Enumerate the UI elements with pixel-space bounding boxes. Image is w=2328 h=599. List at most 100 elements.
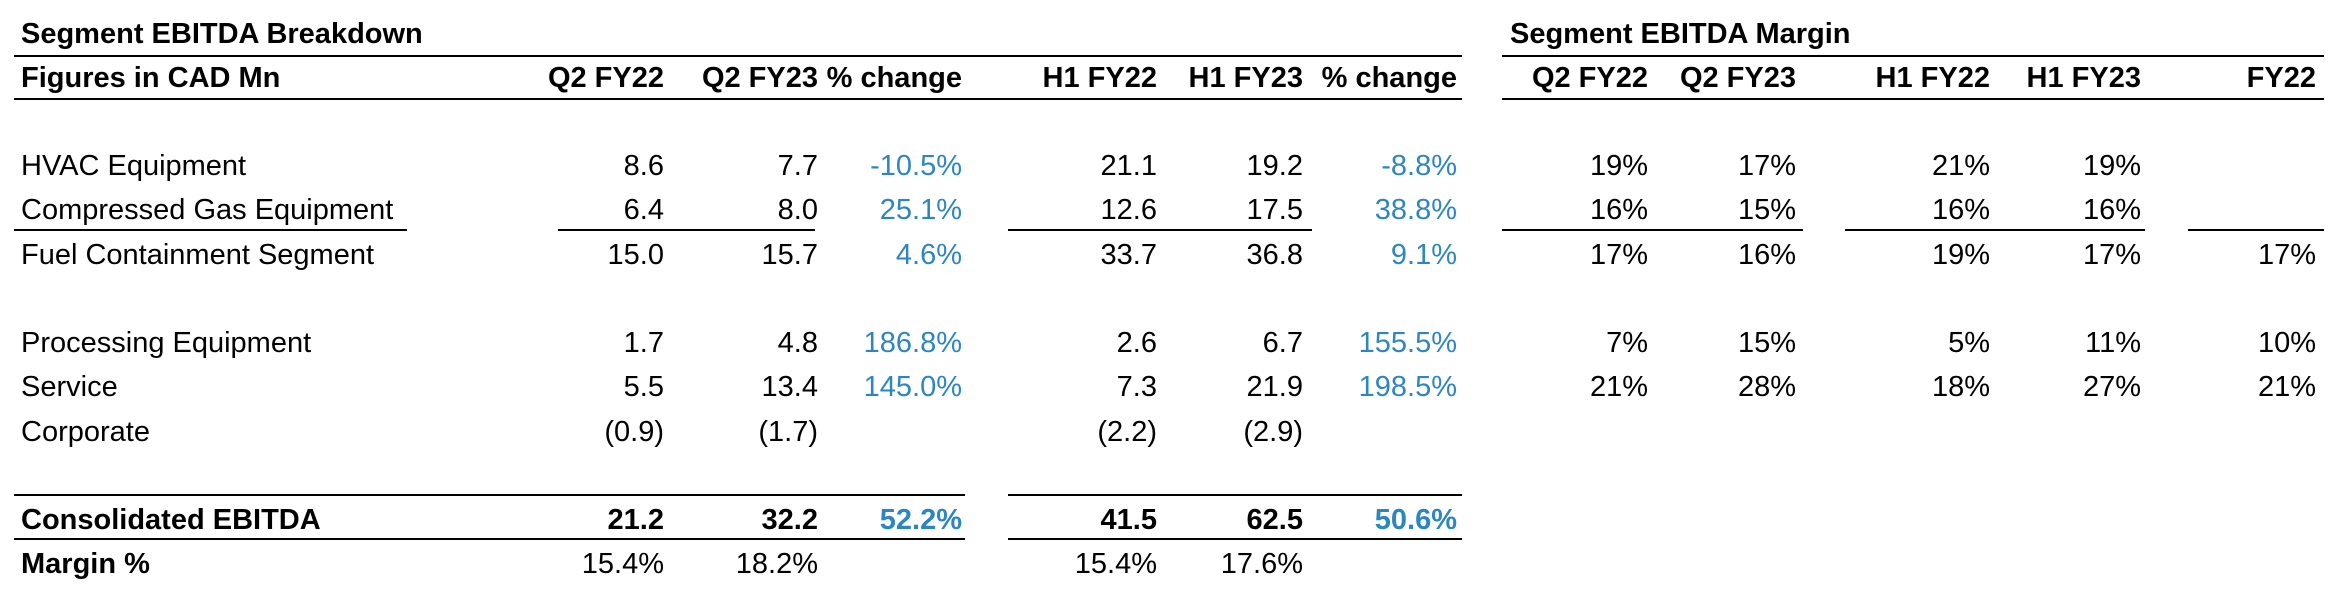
right-header-col-2: H1 FY22 xyxy=(1875,62,1990,94)
row-1-cell-4: 17.5 xyxy=(1246,194,1303,226)
margin-row-3-cell-3: 11% xyxy=(2085,327,2141,359)
row-label-4: Service xyxy=(21,371,118,403)
row-label-6: Consolidated EBITDA xyxy=(21,504,321,536)
left-header-label: Figures in CAD Mn xyxy=(21,62,281,94)
row-1-cell-5: 38.8% xyxy=(1374,194,1457,226)
margin-row-0-cell-2: 21% xyxy=(1931,150,1990,182)
left-header-col-5: % change xyxy=(1321,62,1457,94)
margin-row-0-cell-3: 19% xyxy=(2082,150,2141,182)
row-3-cell-1: 4.8 xyxy=(777,327,818,359)
row-7-cell-1: 18.2% xyxy=(735,548,818,580)
left-header-col-4: H1 FY23 xyxy=(1188,62,1303,94)
margin-row-3-cell-1: 15% xyxy=(1737,327,1796,359)
right-rule-seg-1 xyxy=(1502,229,1803,231)
row-1-cell-3: 12.6 xyxy=(1100,194,1157,226)
row-label-3: Processing Equipment xyxy=(21,327,312,359)
row-3-cell-3: 2.6 xyxy=(1116,327,1157,359)
margin-row-3-cell-0: 7% xyxy=(1606,327,1648,359)
row-label-2: Fuel Containment Segment xyxy=(21,239,375,271)
row-label-0: HVAC Equipment xyxy=(21,150,247,182)
row-2-cell-1: 15.7 xyxy=(761,239,818,271)
left-header-col-0: Q2 FY22 xyxy=(547,62,664,94)
row-0-cell-1: 7.7 xyxy=(777,150,818,182)
margin-row-4-cell-3: 27% xyxy=(2082,371,2141,403)
right-header-col-3: H1 FY23 xyxy=(2026,62,2141,94)
row-label-1: Compressed Gas Equipment xyxy=(21,194,394,226)
margin-row-4-cell-1: 28% xyxy=(1737,371,1796,403)
margin-row-1-cell-0: 16% xyxy=(1589,194,1648,226)
margin-row-0-cell-1: 17% xyxy=(1737,150,1796,182)
row-3-cell-4: 6.7 xyxy=(1262,327,1303,359)
row-0-cell-2: -10.5% xyxy=(870,150,962,182)
row-7-cell-4: 17.6% xyxy=(1220,548,1303,580)
right-rule-seg-3 xyxy=(2188,229,2324,231)
rule-under-consolidated-b xyxy=(1008,538,1462,540)
row-2-cell-4: 36.8 xyxy=(1246,239,1303,271)
row-5-cell-3: (2.2) xyxy=(1097,416,1157,448)
rule-under-compressed-gas xyxy=(14,229,407,231)
row-6-cell-0: 21.2 xyxy=(607,504,664,536)
row-0-cell-5: -8.8% xyxy=(1381,150,1457,182)
rule-under-compressed-gas-h xyxy=(1008,229,1312,231)
row-4-cell-3: 7.3 xyxy=(1116,371,1157,403)
right-table-title: Segment EBITDA Margin xyxy=(1510,18,1851,50)
margin-row-2-cell-2: 19% xyxy=(1931,239,1990,271)
left-header-col-1: Q2 FY23 xyxy=(701,62,818,94)
row-4-cell-4: 21.9 xyxy=(1246,371,1303,403)
row-6-cell-4: 62.5 xyxy=(1246,504,1303,536)
row-7-cell-3: 15.4% xyxy=(1074,548,1157,580)
margin-row-4-cell-0: 21% xyxy=(1589,371,1648,403)
row-4-cell-5: 198.5% xyxy=(1358,371,1457,403)
left-header-col-2: % change xyxy=(826,62,962,94)
right-header-col-0: Q2 FY22 xyxy=(1531,62,1648,94)
margin-row-3-cell-2: 5% xyxy=(1948,327,1990,359)
row-3-cell-5: 155.5% xyxy=(1358,327,1457,359)
row-3-cell-0: 1.7 xyxy=(623,327,664,359)
margin-row-4-cell-4: 21% xyxy=(2257,371,2316,403)
rule-under-consolidated-a xyxy=(14,538,965,540)
right-rule-seg-2 xyxy=(1845,229,2145,231)
left-header-rule xyxy=(14,98,1462,100)
row-7-cell-0: 15.4% xyxy=(581,548,664,580)
row-4-cell-0: 5.5 xyxy=(623,371,664,403)
rule-under-compressed-gas-q xyxy=(558,229,815,231)
row-3-cell-2: 186.8% xyxy=(863,327,962,359)
row-label-7: Margin % xyxy=(21,548,150,580)
row-label-5: Corporate xyxy=(21,416,150,448)
margin-row-1-cell-2: 16% xyxy=(1931,194,1990,226)
right-title-rule xyxy=(1502,55,2324,57)
margin-row-2-cell-3: 17% xyxy=(2082,239,2141,271)
row-1-cell-0: 6.4 xyxy=(623,194,664,226)
margin-row-3-cell-4: 10% xyxy=(2257,327,2316,359)
row-6-cell-1: 32.2 xyxy=(761,504,818,536)
margin-row-2-cell-4: 17% xyxy=(2257,239,2316,271)
row-6-cell-2: 52.2% xyxy=(879,504,962,536)
row-5-cell-4: (2.9) xyxy=(1243,416,1303,448)
row-6-cell-5: 50.6% xyxy=(1374,504,1457,536)
margin-row-2-cell-1: 16% xyxy=(1737,239,1796,271)
row-6-cell-3: 41.5 xyxy=(1100,504,1157,536)
row-5-cell-1: (1.7) xyxy=(758,416,818,448)
margin-row-4-cell-2: 18% xyxy=(1931,371,1990,403)
rule-above-consolidated-b xyxy=(1008,494,1462,496)
margin-row-2-cell-0: 17% xyxy=(1589,239,1648,271)
row-1-cell-1: 8.0 xyxy=(777,194,818,226)
row-4-cell-2: 145.0% xyxy=(863,371,962,403)
row-4-cell-1: 13.4 xyxy=(761,371,818,403)
right-header-col-1: Q2 FY23 xyxy=(1679,62,1796,94)
row-0-cell-4: 19.2 xyxy=(1246,150,1303,182)
row-2-cell-0: 15.0 xyxy=(607,239,664,271)
row-2-cell-2: 4.6% xyxy=(895,239,962,271)
right-header-col-4: FY22 xyxy=(2246,62,2316,94)
right-header-rule xyxy=(1502,98,2324,100)
rule-above-consolidated-a xyxy=(14,494,965,496)
margin-row-1-cell-1: 15% xyxy=(1737,194,1796,226)
row-2-cell-5: 9.1% xyxy=(1390,239,1457,271)
margin-row-1-cell-3: 16% xyxy=(2082,194,2141,226)
row-0-cell-0: 8.6 xyxy=(623,150,664,182)
margin-row-0-cell-0: 19% xyxy=(1589,150,1648,182)
row-5-cell-0: (0.9) xyxy=(604,416,664,448)
row-0-cell-3: 21.1 xyxy=(1100,150,1157,182)
left-title-rule xyxy=(14,55,1462,57)
left-header-col-3: H1 FY22 xyxy=(1042,62,1157,94)
